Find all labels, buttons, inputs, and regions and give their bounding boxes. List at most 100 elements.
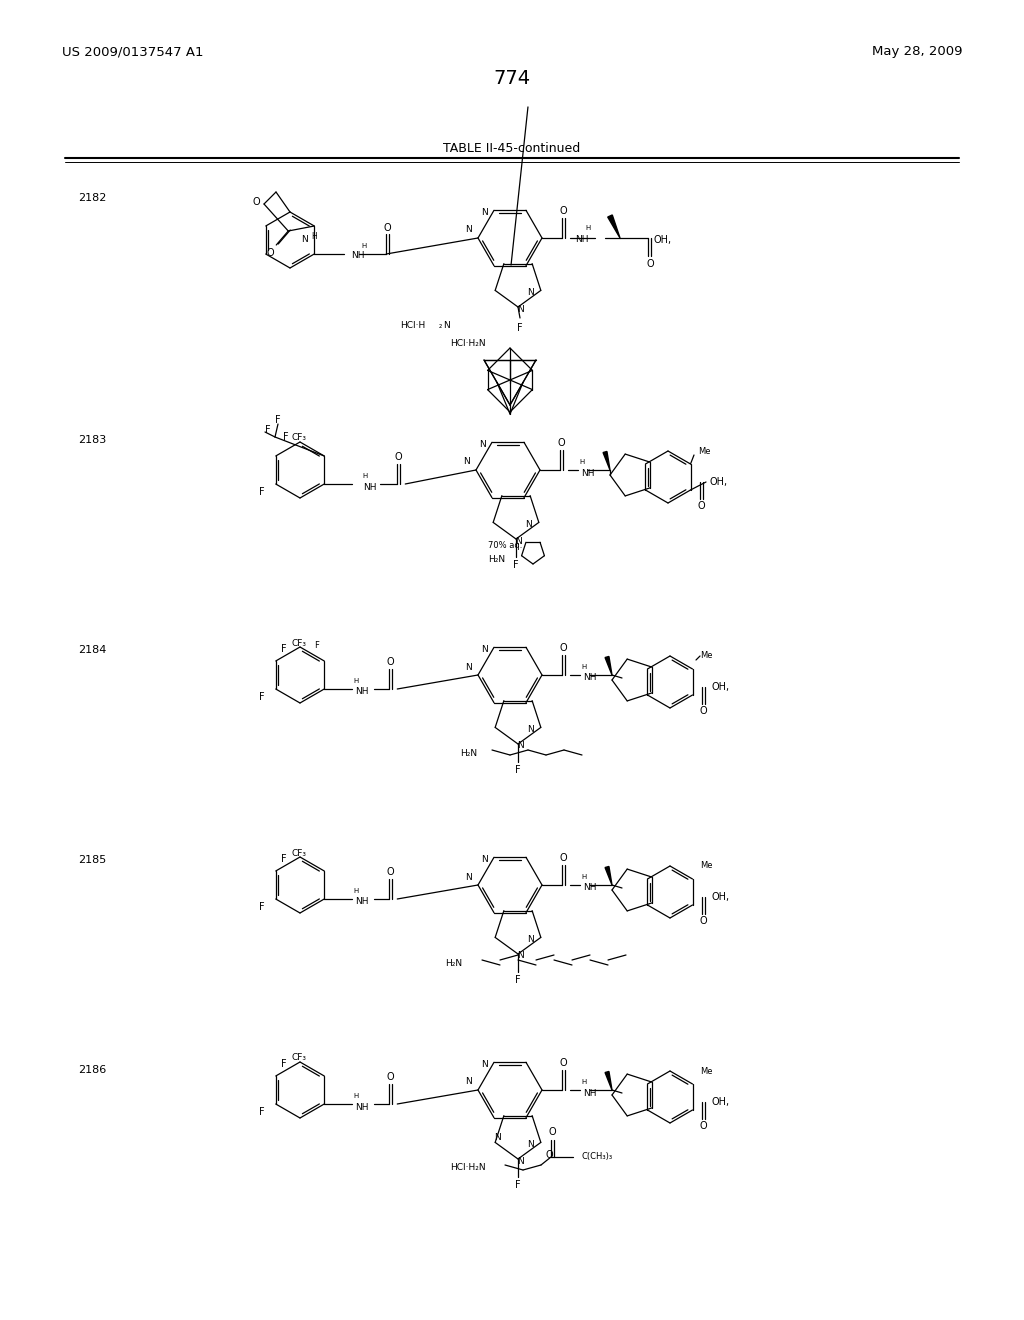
Text: F: F (259, 902, 264, 912)
Text: F: F (517, 323, 523, 333)
Text: Me: Me (700, 652, 713, 660)
Text: O: O (559, 853, 567, 863)
Text: N: N (480, 207, 487, 216)
Text: 70% aq.: 70% aq. (488, 540, 522, 549)
Text: 2183: 2183 (78, 436, 106, 445)
Text: O: O (545, 1150, 553, 1160)
Text: N: N (527, 725, 535, 734)
Text: H: H (580, 459, 585, 465)
Text: N: N (480, 855, 487, 863)
Text: NH: NH (355, 1102, 369, 1111)
Text: OH,: OH, (712, 682, 730, 692)
Text: N: N (517, 952, 524, 961)
Text: 774: 774 (494, 69, 530, 87)
Text: N: N (478, 440, 485, 449)
Text: NH: NH (355, 898, 369, 907)
Text: F: F (513, 560, 519, 570)
Text: F: F (515, 766, 521, 775)
Text: O: O (559, 643, 567, 653)
Text: OH,: OH, (712, 892, 730, 902)
Text: F: F (515, 1180, 521, 1191)
Text: 2184: 2184 (78, 645, 106, 655)
Text: H: H (586, 224, 591, 231)
Text: OH,: OH, (654, 235, 672, 246)
Text: O: O (548, 1127, 556, 1137)
Text: N: N (465, 873, 471, 882)
Text: 2186: 2186 (78, 1065, 106, 1074)
Text: N: N (480, 1060, 487, 1069)
Text: N: N (465, 226, 471, 235)
Text: O: O (383, 223, 391, 234)
Text: NH: NH (355, 688, 369, 697)
Text: HCl·H: HCl·H (400, 321, 425, 330)
Polygon shape (607, 215, 620, 238)
Text: H₂N: H₂N (488, 556, 505, 565)
Text: NH: NH (364, 483, 377, 491)
Text: N: N (480, 644, 487, 653)
Text: F: F (282, 854, 287, 865)
Text: O: O (559, 206, 567, 216)
Text: Me: Me (700, 1067, 713, 1076)
Text: N: N (517, 742, 524, 751)
Text: H: H (582, 1078, 587, 1085)
Text: NH: NH (575, 235, 589, 244)
Text: N: N (516, 536, 522, 545)
Text: F: F (259, 487, 264, 498)
Text: N: N (525, 520, 532, 529)
Text: N: N (517, 1156, 524, 1166)
Text: H: H (362, 473, 368, 479)
Text: N: N (301, 235, 307, 244)
Text: O: O (557, 438, 565, 447)
Text: O: O (646, 259, 653, 269)
Text: 2182: 2182 (78, 193, 106, 203)
Text: F: F (284, 432, 289, 442)
Text: N: N (527, 935, 535, 944)
Text: C(CH₃)₃: C(CH₃)₃ (581, 1152, 612, 1162)
Text: HCl·H₂N: HCl·H₂N (450, 1163, 485, 1172)
Text: F: F (515, 975, 521, 985)
Text: O: O (697, 502, 705, 511)
Text: O: O (559, 1059, 567, 1068)
Text: OH,: OH, (710, 477, 728, 487)
Text: CF₃: CF₃ (291, 639, 306, 648)
Text: NH: NH (584, 673, 597, 682)
Text: N: N (465, 1077, 471, 1086)
Text: F: F (259, 1107, 264, 1117)
Text: O: O (386, 867, 394, 876)
Text: H: H (353, 888, 358, 894)
Text: Me: Me (698, 446, 711, 455)
Text: O: O (699, 916, 707, 927)
Text: O: O (394, 451, 402, 462)
Text: O: O (386, 1072, 394, 1082)
Polygon shape (605, 656, 612, 675)
Text: H: H (353, 678, 358, 684)
Text: F: F (259, 692, 264, 702)
Text: F: F (282, 1059, 287, 1069)
Text: H: H (582, 874, 587, 880)
Text: H₂N: H₂N (445, 958, 462, 968)
Text: ₂: ₂ (438, 321, 441, 330)
Text: TABLE II-45-continued: TABLE II-45-continued (443, 141, 581, 154)
Text: H: H (582, 664, 587, 671)
Text: O: O (386, 657, 394, 667)
Text: N: N (443, 321, 451, 330)
Text: CF₃: CF₃ (291, 849, 306, 858)
Text: NH: NH (582, 469, 595, 478)
Text: N: N (517, 305, 524, 314)
Text: H: H (353, 1093, 358, 1100)
Text: O: O (266, 248, 274, 257)
Text: N: N (527, 288, 535, 297)
Text: US 2009/0137547 A1: US 2009/0137547 A1 (62, 45, 204, 58)
Text: HCl·H₂N: HCl·H₂N (450, 338, 485, 347)
Text: N: N (527, 1140, 535, 1148)
Text: H: H (311, 232, 317, 242)
Text: F: F (265, 425, 270, 436)
Text: H₂N: H₂N (460, 748, 477, 758)
Text: H: H (361, 243, 367, 249)
Text: F: F (313, 640, 318, 649)
Text: CF₃: CF₃ (291, 433, 306, 442)
Text: F: F (275, 414, 281, 425)
Text: 2185: 2185 (78, 855, 106, 865)
Text: N: N (465, 663, 471, 672)
Text: OH,: OH, (712, 1097, 730, 1107)
